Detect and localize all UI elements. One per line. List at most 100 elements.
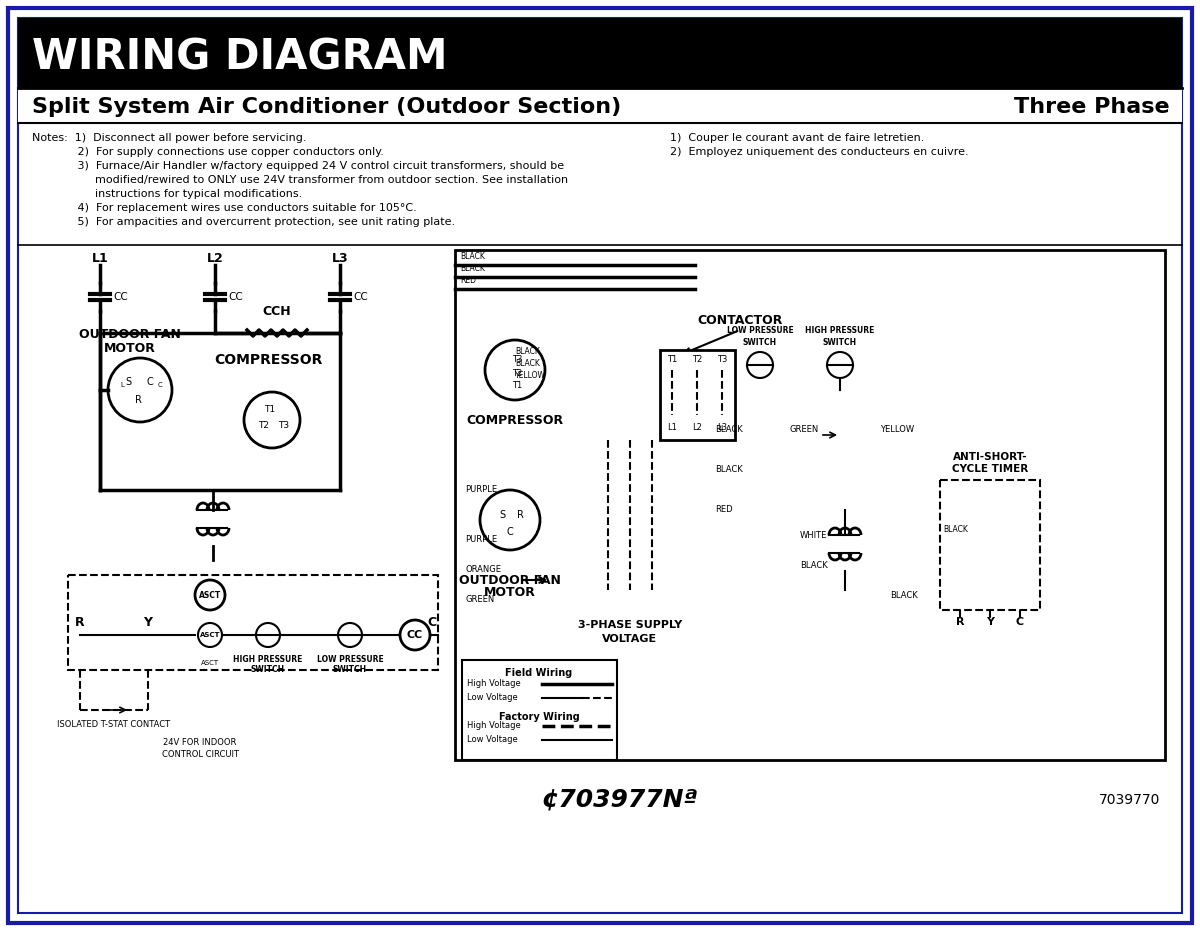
Text: MOTOR: MOTOR — [104, 342, 156, 355]
Text: T1: T1 — [264, 406, 276, 414]
Text: modified/rewired to ONLY use 24V transformer from outdoor section. See installat: modified/rewired to ONLY use 24V transfo… — [32, 175, 568, 185]
Text: SWITCH: SWITCH — [743, 338, 778, 347]
Bar — [660, 350, 734, 440]
Text: Notes:  1)  Disconnect all power before servicing.: Notes: 1) Disconnect all power before se… — [32, 133, 306, 143]
Text: High Voltage: High Voltage — [467, 722, 521, 731]
Text: OUTDOOR FAN: OUTDOOR FAN — [79, 329, 181, 342]
Text: T3: T3 — [278, 421, 289, 429]
Text: HIGH PRESSURE: HIGH PRESSURE — [805, 326, 875, 335]
Text: R: R — [955, 617, 965, 627]
Text: L3: L3 — [718, 424, 727, 433]
Text: C: C — [506, 527, 514, 537]
Bar — [68, 575, 438, 670]
Text: C: C — [1016, 617, 1024, 627]
Text: Three Phase: Three Phase — [1014, 97, 1170, 117]
Text: S: S — [499, 510, 505, 520]
Text: HIGH PRESSURE: HIGH PRESSURE — [233, 655, 302, 664]
Text: T3: T3 — [512, 356, 522, 365]
Text: Factory Wiring: Factory Wiring — [499, 712, 580, 722]
Text: ASCT: ASCT — [199, 632, 221, 638]
Text: BLACK: BLACK — [715, 425, 743, 435]
Text: BLACK: BLACK — [460, 264, 485, 273]
Text: COMPRESSOR: COMPRESSOR — [467, 413, 564, 426]
Bar — [462, 660, 617, 760]
Text: BLACK: BLACK — [515, 347, 540, 356]
Text: High Voltage: High Voltage — [467, 680, 521, 689]
Text: BLACK: BLACK — [515, 359, 540, 368]
Text: SWITCH: SWITCH — [823, 338, 857, 347]
Text: GREEN: GREEN — [466, 596, 494, 604]
Text: PURPLE: PURPLE — [466, 485, 497, 494]
Text: CONTACTOR: CONTACTOR — [697, 314, 782, 327]
Text: T2: T2 — [512, 369, 522, 377]
Text: C: C — [157, 382, 162, 388]
Text: L2: L2 — [692, 424, 702, 433]
Text: LOW PRESSURE: LOW PRESSURE — [317, 655, 383, 664]
Text: ISOLATED T-STAT CONTACT: ISOLATED T-STAT CONTACT — [58, 720, 170, 729]
Text: ¢703977Nª: ¢703977Nª — [541, 788, 698, 812]
Text: CC: CC — [353, 292, 367, 302]
Text: YELLOW: YELLOW — [515, 371, 546, 380]
Text: RED: RED — [715, 506, 733, 515]
Text: BLACK: BLACK — [890, 590, 918, 600]
Text: R: R — [134, 395, 142, 405]
Text: 1)  Couper le courant avant de faire letretien.: 1) Couper le courant avant de faire letr… — [670, 133, 924, 143]
Text: BLACK: BLACK — [800, 560, 828, 570]
Text: CC: CC — [228, 292, 242, 302]
Text: T1: T1 — [667, 356, 677, 365]
Text: L: L — [120, 382, 124, 388]
Text: T2: T2 — [258, 421, 270, 429]
Text: L1: L1 — [91, 252, 108, 265]
Bar — [18, 88, 1182, 123]
Text: L1: L1 — [667, 424, 677, 433]
Bar — [455, 250, 1165, 760]
Text: CCH: CCH — [263, 305, 292, 318]
Text: 2)  For supply connections use copper conductors only.: 2) For supply connections use copper con… — [32, 147, 384, 157]
Text: 2)  Employez uniquement des conducteurs en cuivre.: 2) Employez uniquement des conducteurs e… — [670, 147, 968, 157]
Text: 3)  Furnace/Air Handler w/factory equipped 24 V control circuit transformers, sh: 3) Furnace/Air Handler w/factory equippe… — [32, 161, 564, 171]
Text: Y: Y — [986, 617, 994, 627]
Text: COMPRESSOR: COMPRESSOR — [214, 353, 322, 367]
Text: GREEN: GREEN — [790, 425, 820, 435]
Text: SWITCH: SWITCH — [332, 665, 367, 674]
Text: ANTI-SHORT-: ANTI-SHORT- — [953, 452, 1027, 462]
Text: BLACK: BLACK — [943, 525, 968, 534]
Text: CC: CC — [113, 292, 127, 302]
Text: L3: L3 — [331, 252, 348, 265]
Bar — [940, 480, 1040, 610]
Text: ASCT: ASCT — [200, 660, 220, 666]
Bar — [18, 18, 1182, 88]
Text: ASCT: ASCT — [199, 590, 221, 600]
Text: Field Wiring: Field Wiring — [505, 668, 572, 678]
Text: SWITCH: SWITCH — [251, 665, 286, 674]
Text: CYCLE TIMER: CYCLE TIMER — [952, 464, 1028, 474]
Text: C: C — [146, 377, 154, 387]
Text: Low Voltage: Low Voltage — [467, 735, 517, 745]
Text: 5)  For ampacities and overcurrent protection, see unit rating plate.: 5) For ampacities and overcurrent protec… — [32, 217, 455, 227]
Text: PURPLE: PURPLE — [466, 535, 497, 545]
Text: S: S — [125, 377, 131, 387]
Text: 7039770: 7039770 — [1099, 793, 1160, 807]
Text: VOLTAGE: VOLTAGE — [602, 634, 658, 644]
Text: YELLOW: YELLOW — [880, 425, 914, 435]
Text: ORANGE: ORANGE — [466, 565, 502, 574]
Text: T2: T2 — [692, 356, 702, 365]
Text: Y: Y — [144, 615, 152, 628]
Text: WIRING DIAGRAM: WIRING DIAGRAM — [32, 37, 448, 79]
Text: C: C — [427, 615, 437, 628]
Text: BLACK: BLACK — [460, 252, 485, 261]
Text: T3: T3 — [716, 356, 727, 365]
Text: Split System Air Conditioner (Outdoor Section): Split System Air Conditioner (Outdoor Se… — [32, 97, 622, 117]
Text: RED: RED — [460, 276, 476, 285]
Text: T1: T1 — [512, 382, 522, 390]
Text: CONTROL CIRCUIT: CONTROL CIRCUIT — [162, 750, 239, 759]
Text: CC: CC — [407, 630, 424, 640]
Text: R: R — [516, 510, 523, 520]
Text: MOTOR: MOTOR — [484, 587, 536, 600]
Text: 3-PHASE SUPPLY: 3-PHASE SUPPLY — [578, 620, 682, 630]
Text: WHITE: WHITE — [800, 531, 827, 539]
Text: BLACK: BLACK — [715, 466, 743, 475]
Text: LOW PRESSURE: LOW PRESSURE — [727, 326, 793, 335]
Text: L2: L2 — [206, 252, 223, 265]
Text: Low Voltage: Low Voltage — [467, 694, 517, 703]
